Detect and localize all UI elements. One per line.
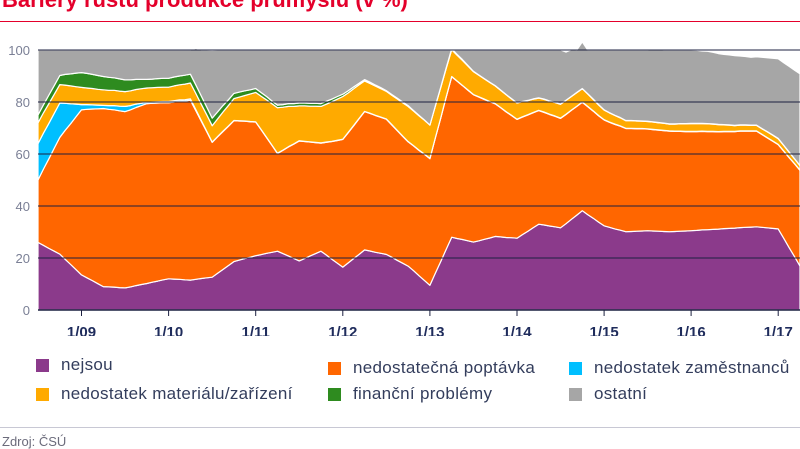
legend-item-zamestnanci: nedostatek zaměstnanců [569,355,790,381]
plot-areas [37,41,800,311]
x-tick-label-1/14: 1/14 [502,324,532,336]
x-tick-label-1/12: 1/12 [328,324,357,336]
y-tick-label-0: 0 [23,303,30,318]
stacked-area-chart: 0 20 40 60 80 100 1/09 1/10 1/11 1/12 1/13 1/14 1/1… [8,41,800,336]
x-tick-label-1/11: 1/11 [242,324,270,336]
source-note: Zdroj: ČSÚ [2,434,67,449]
x-tick-label-1/10: 1/10 [154,324,183,336]
x-tick-label-1/17: 1/17 [764,324,793,336]
y-tick-label-60: 60 [16,147,30,162]
x-tick-label-1/09: 1/09 [67,324,96,336]
x-tick-label-1/15: 1/15 [589,324,618,336]
legend-item-financni: finanční problémy [328,381,492,407]
legend-label-poptavka: nedostatečná poptávka [353,358,536,377]
plot-axis: 1/09 1/10 1/11 1/12 1/13 1/14 1/15 1/16 1/17 [38,309,800,336]
y-tick-label-100: 100 [8,43,30,58]
legend: nejsou nedostatečná poptávka nedostatek … [36,352,800,412]
legend-swatch-nejsou [36,358,49,372]
title-divider [0,21,800,22]
x-tick-label-1/13: 1/13 [415,324,444,336]
legend-label-nejsou: nejsou [61,355,113,374]
legend-label-zamestnanci: nedostatek zaměstnanců [594,358,790,377]
x-tick-label-1/16: 1/16 [676,324,705,336]
legend-swatch-zamestnanci [569,361,582,375]
legend-item-poptavka: nedostatečná poptávka [328,355,535,381]
source-divider [0,427,800,428]
legend-item-ostatni: ostatní [569,381,647,407]
legend-label-financni: finanční problémy [353,384,493,403]
legend-swatch-poptavka [328,361,341,375]
legend-item-nejsou: nejsou [36,352,113,378]
legend-swatch-ostatni [569,387,582,401]
y-tick-label-20: 20 [16,251,30,266]
y-tick-label-40: 40 [16,199,30,214]
legend-swatch-financni [328,387,341,401]
legend-swatch-material [36,387,49,401]
legend-item-material: nedostatek materiálu/zařízení [36,381,293,407]
chart-title: Bariéry růstu produkce průmyslu (v %) [2,0,408,13]
legend-label-ostatni: ostatní [594,384,648,403]
legend-label-material: nedostatek materiálu/zařízení [61,384,293,403]
y-tick-label-80: 80 [16,95,30,110]
